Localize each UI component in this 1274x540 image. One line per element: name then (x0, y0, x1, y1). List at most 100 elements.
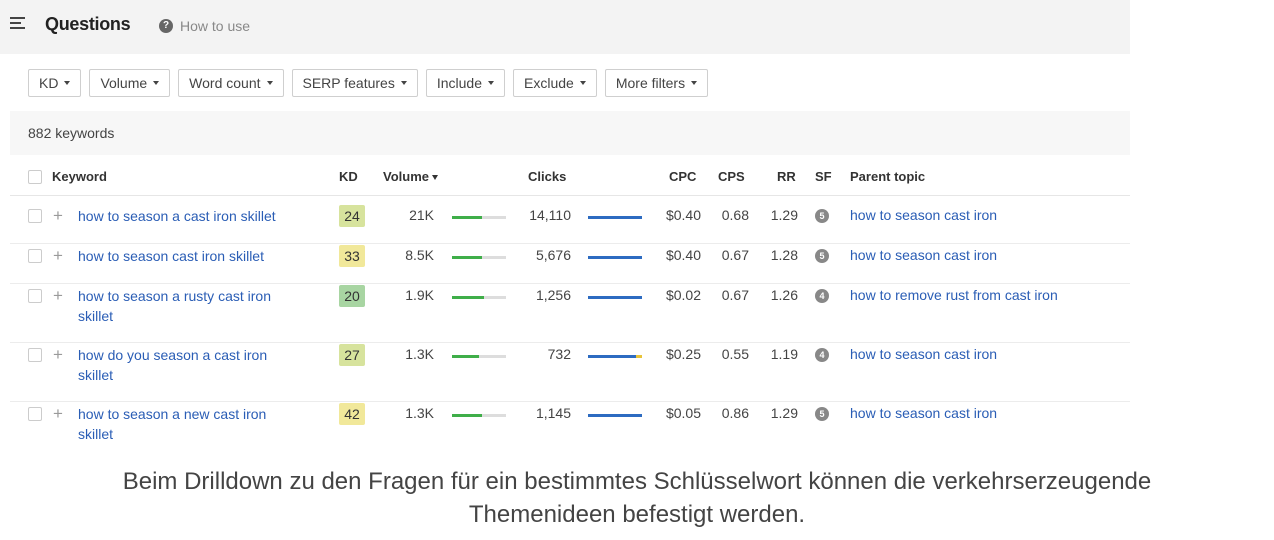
filter-label: KD (39, 75, 59, 91)
row-divider (10, 283, 1130, 284)
add-to-list-icon[interactable]: + (53, 246, 63, 265)
kd-badge: 27 (339, 344, 365, 366)
keyword-line: skillet (78, 308, 114, 324)
row-divider (10, 342, 1130, 343)
caret-down-icon (64, 81, 71, 85)
panel-header: Questions ? How to use (0, 0, 1130, 54)
volume-bar (452, 216, 506, 219)
row-checkbox[interactable] (28, 407, 42, 421)
filter-word-count-button[interactable]: Word count (178, 69, 284, 97)
filter-label: Volume (100, 75, 148, 91)
column-header-cps[interactable]: CPS (718, 169, 745, 184)
keyword-line: how to season a cast iron skillet (78, 208, 276, 224)
row-checkbox[interactable] (28, 348, 42, 362)
filter-volume-button[interactable]: Volume (89, 69, 171, 97)
parent-topic-link[interactable]: how to season cast iron (850, 207, 998, 223)
keyword-line: how do you season a cast iron (78, 347, 268, 363)
keyword-link[interactable]: how to season a rusty cast iron skillet (78, 286, 303, 326)
add-to-list-icon[interactable]: + (53, 206, 63, 225)
select-all-checkbox[interactable] (28, 170, 42, 184)
column-header-cpc[interactable]: CPC (669, 169, 697, 184)
volume-bar-fill (452, 256, 482, 259)
caret-down-icon (153, 81, 160, 85)
clicks-bar (588, 216, 642, 219)
rr-value: 1.26 (770, 287, 798, 303)
add-to-list-icon[interactable]: + (53, 345, 63, 364)
add-to-list-icon[interactable]: + (53, 404, 63, 423)
filter-exclude-button[interactable]: Exclude (513, 69, 597, 97)
help-icon[interactable]: ? (159, 19, 173, 33)
keyword-line: skillet (78, 367, 114, 383)
volume-value: 8.5K (405, 247, 434, 263)
keyword-count: 882 keywords (28, 125, 115, 141)
filter-label: SERP features (302, 75, 395, 91)
volume-bar-fill (452, 355, 479, 358)
cpc-value: $0.05 (665, 405, 701, 421)
results-count-bar: 882 keywords (10, 111, 1130, 155)
volume-value: 1.3K (405, 346, 434, 362)
add-to-list-icon[interactable]: + (53, 286, 63, 305)
volume-bar-fill (452, 414, 482, 417)
keyword-line: how to season a new cast iron (78, 406, 267, 422)
volume-bar (452, 296, 506, 299)
volume-value: 1.9K (405, 287, 434, 303)
serp-features-icon[interactable]: 5 (815, 407, 829, 421)
keyword-link[interactable]: how to season a cast iron skillet (78, 206, 303, 226)
keyword-line: how to season a rusty cast iron (78, 288, 271, 304)
how-to-use-link[interactable]: How to use (180, 18, 251, 34)
row-checkbox[interactable] (28, 249, 42, 263)
filter-kd-button[interactable]: KD (28, 69, 82, 97)
keyword-link[interactable]: how to season cast iron skillet (78, 246, 303, 266)
serp-features-icon[interactable]: 4 (815, 289, 829, 303)
caret-down-icon (579, 81, 586, 85)
parent-topic-link[interactable]: how to season cast iron (850, 247, 998, 263)
cpc-value: $0.02 (665, 287, 701, 303)
volume-bar (452, 256, 506, 259)
filter-serp-features-button[interactable]: SERP features (291, 69, 418, 97)
volume-bar (452, 414, 506, 417)
volume-bar-fill (452, 216, 482, 219)
kd-badge: 20 (339, 285, 365, 307)
clicks-value: 1,256 (535, 287, 571, 303)
column-header-parent-topic[interactable]: Parent topic (850, 169, 926, 184)
filter-label: Exclude (524, 75, 574, 91)
parent-topic-link[interactable]: how to season cast iron (850, 405, 998, 421)
menu-icon[interactable] (10, 17, 25, 30)
row-checkbox[interactable] (28, 209, 42, 223)
row-checkbox[interactable] (28, 289, 42, 303)
rr-value: 1.19 (770, 346, 798, 362)
kd-badge: 42 (339, 403, 365, 425)
divider (10, 195, 1130, 196)
clicks-value: 1,145 (535, 405, 571, 421)
column-header-kd[interactable]: KD (339, 169, 358, 184)
cpc-value: $0.25 (665, 346, 701, 362)
cps-value: 0.55 (721, 346, 749, 362)
serp-features-icon[interactable]: 5 (815, 249, 829, 263)
caret-down-icon (400, 81, 407, 85)
caret-down-icon (266, 81, 273, 85)
keyword-link[interactable]: how to season a new cast iron skillet (78, 404, 303, 444)
keyword-link[interactable]: how do you season a cast iron skillet (78, 345, 303, 385)
column-header-volume[interactable]: Volume (383, 169, 438, 184)
filter-include-button[interactable]: Include (425, 69, 506, 97)
column-header-label: Volume (383, 169, 429, 184)
cpc-value: $0.40 (665, 247, 701, 263)
column-header-keyword[interactable]: Keyword (52, 169, 107, 184)
serp-features-icon[interactable]: 5 (815, 209, 829, 223)
caption-line: Beim Drilldown zu den Fragen für ein bes… (122, 468, 1152, 495)
cpc-value: $0.40 (665, 207, 701, 223)
column-header-clicks[interactable]: Clicks (528, 169, 567, 184)
caret-down-icon (691, 81, 698, 85)
clicks-bar (588, 256, 642, 259)
cps-value: 0.67 (721, 287, 749, 303)
kd-badge: 33 (339, 245, 365, 267)
filter-bar: KD Volume Word count SERP features Inclu… (28, 69, 709, 97)
parent-topic-link[interactable]: how to remove rust from cast iron (850, 287, 1058, 303)
row-divider (10, 243, 1130, 244)
filter-more-filters-button[interactable]: More filters (604, 69, 709, 97)
column-header-sf[interactable]: SF (815, 169, 832, 184)
clicks-bar (588, 296, 642, 299)
parent-topic-link[interactable]: how to season cast iron (850, 346, 998, 362)
column-header-rr[interactable]: RR (777, 169, 796, 184)
serp-features-icon[interactable]: 4 (815, 348, 829, 362)
